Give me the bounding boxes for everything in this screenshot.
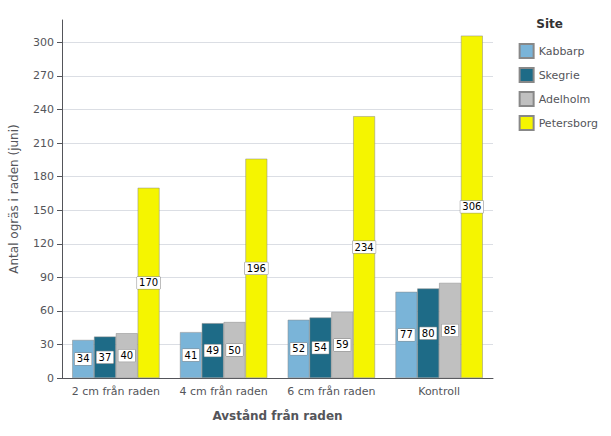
svg-text:90: 90 — [40, 271, 54, 284]
svg-text:Antal ogräs i raden (juni): Antal ogräs i raden (juni) — [7, 124, 21, 273]
svg-text:180: 180 — [33, 170, 54, 183]
svg-text:300: 300 — [33, 36, 54, 49]
svg-text:40: 40 — [120, 350, 133, 361]
svg-text:170: 170 — [139, 277, 158, 288]
svg-text:37: 37 — [99, 352, 112, 363]
svg-text:85: 85 — [444, 325, 457, 336]
svg-text:0: 0 — [47, 372, 54, 385]
svg-text:Kabbarp: Kabbarp — [539, 45, 585, 58]
svg-text:210: 210 — [33, 137, 54, 150]
svg-text:52: 52 — [292, 343, 305, 354]
svg-text:Adelholm: Adelholm — [539, 93, 591, 106]
svg-text:54: 54 — [314, 342, 327, 353]
svg-text:59: 59 — [336, 339, 349, 350]
svg-text:150: 150 — [33, 204, 54, 217]
svg-text:34: 34 — [77, 353, 90, 364]
svg-text:Avstånd från raden: Avstånd från raden — [212, 409, 342, 423]
svg-text:77: 77 — [400, 329, 413, 340]
svg-text:Petersborg: Petersborg — [539, 117, 598, 130]
svg-text:Skegrie: Skegrie — [539, 69, 580, 82]
svg-text:Kontroll: Kontroll — [418, 385, 460, 398]
svg-text:4 cm från raden: 4 cm från raden — [179, 385, 267, 398]
svg-text:41: 41 — [185, 350, 198, 361]
svg-text:30: 30 — [40, 338, 54, 351]
svg-text:49: 49 — [206, 345, 219, 356]
svg-text:306: 306 — [462, 201, 481, 212]
svg-text:Site: Site — [536, 17, 563, 31]
svg-text:240: 240 — [33, 103, 54, 116]
svg-text:6 cm från raden: 6 cm från raden — [287, 385, 375, 398]
svg-text:270: 270 — [33, 69, 54, 82]
svg-text:50: 50 — [228, 345, 241, 356]
svg-text:196: 196 — [247, 263, 266, 274]
svg-text:60: 60 — [40, 304, 54, 317]
svg-text:234: 234 — [355, 242, 374, 253]
svg-text:80: 80 — [422, 328, 435, 339]
svg-text:120: 120 — [33, 237, 54, 250]
svg-text:2 cm från raden: 2 cm från raden — [72, 385, 160, 398]
